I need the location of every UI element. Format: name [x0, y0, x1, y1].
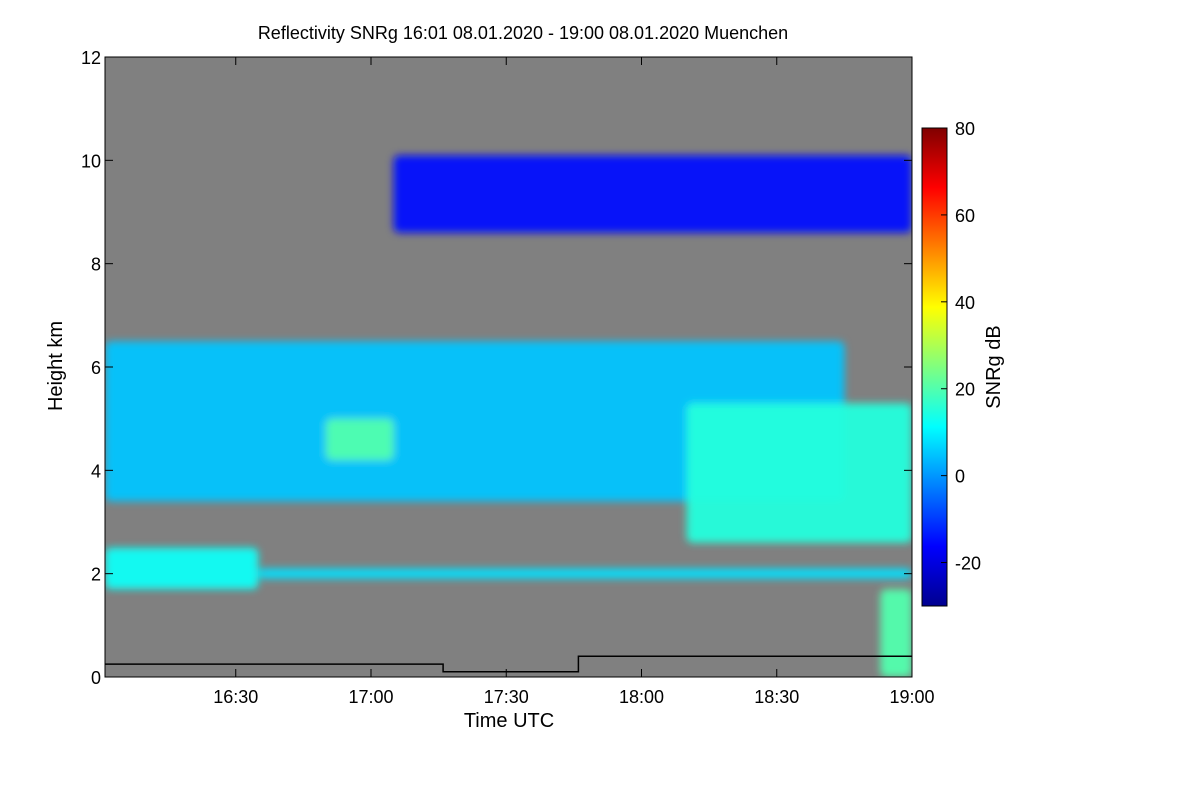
x-tick-label: 18:30 [754, 687, 799, 707]
colorbar [921, 127, 948, 607]
echo-layer [105, 547, 259, 590]
x-tick-label: 18:00 [619, 687, 664, 707]
colorbar-tick-label: -20 [955, 554, 981, 574]
y-tick-label: 8 [91, 255, 101, 275]
colorbar-tick-label: 60 [955, 206, 975, 226]
y-tick-label: 2 [91, 565, 101, 585]
y-tick-label: 4 [91, 461, 101, 481]
y-tick-label: 12 [81, 48, 101, 68]
echo-layer [880, 589, 912, 677]
x-tick-label: 17:30 [484, 687, 529, 707]
x-axis-label: Time UTC [464, 710, 554, 732]
echo-layer [686, 403, 912, 543]
colorbar-tick-label: 20 [955, 380, 975, 400]
colorbar-tick-label: 80 [955, 119, 975, 139]
chart-title: Reflectivity SNRg 16:01 08.01.2020 - 19:… [258, 23, 788, 43]
colorbar-tick-label: 40 [955, 293, 975, 313]
y-tick-label: 6 [91, 358, 101, 378]
x-tick-label: 16:30 [213, 687, 258, 707]
x-tick-label: 19:00 [889, 687, 934, 707]
y-axis-label: Height km [45, 321, 67, 411]
x-tick-label: 17:00 [348, 687, 393, 707]
y-tick-label: 10 [81, 151, 101, 171]
colorbar-tick-label: 0 [955, 467, 965, 487]
echo-layer [393, 155, 912, 233]
colorbar-label: SNRg dB [983, 325, 1005, 408]
echo-layer [325, 418, 394, 460]
echo-layer [105, 341, 845, 502]
y-tick-label: 0 [91, 668, 101, 688]
reference-line [105, 655, 912, 673]
echo-layer [258, 568, 912, 579]
